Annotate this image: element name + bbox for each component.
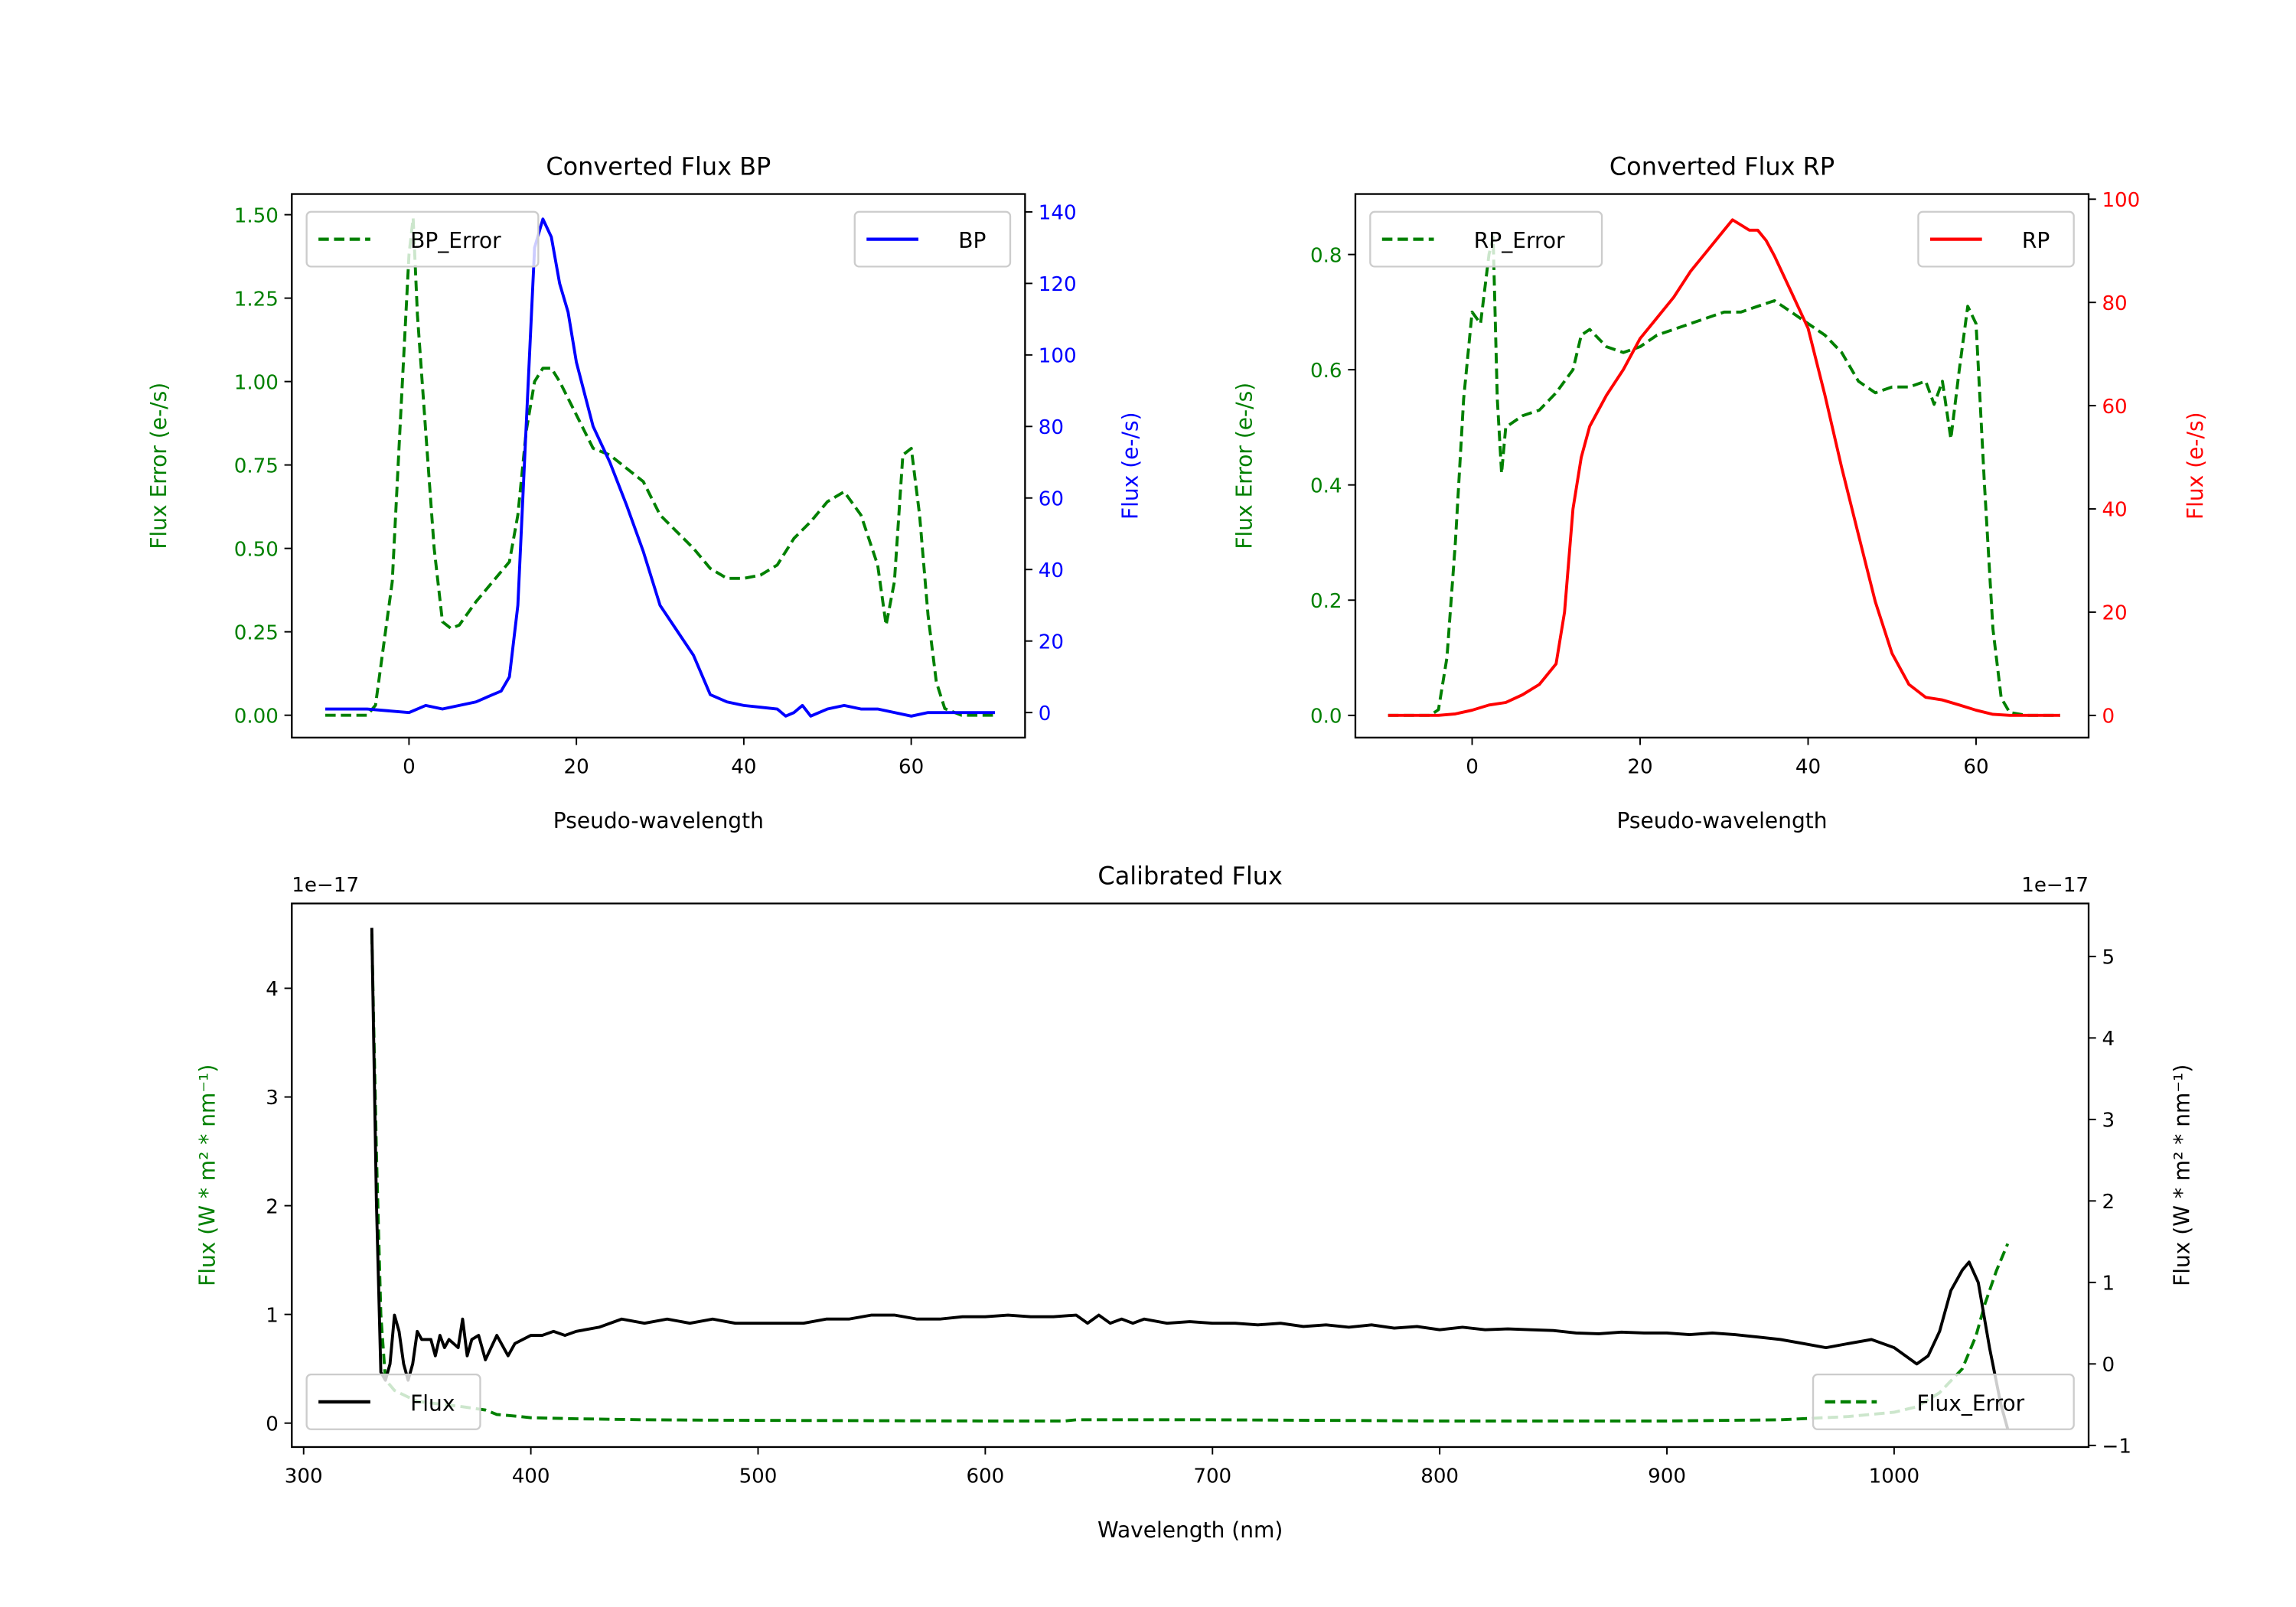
series-line-bp — [325, 217, 996, 718]
x-tick-label: 20 — [1627, 755, 1652, 778]
legend-label: RP — [2022, 228, 2050, 253]
y-right-tick-label: 1 — [2102, 1273, 2115, 1296]
x-tick-label: 0 — [1466, 755, 1479, 778]
y-right-tick-label: 0 — [1039, 702, 1052, 725]
y-left-tick-label: 0.00 — [234, 705, 279, 728]
y-left-axis-label: Flux Error (e-/s) — [1231, 383, 1257, 549]
y-right-tick-label: 140 — [1039, 202, 1077, 225]
legend-box — [853, 210, 1012, 268]
axes-frame — [291, 193, 1026, 739]
y-left-axis-label: Flux (W * m² * nm⁻¹) — [195, 1064, 220, 1286]
y-right-tick-label: 5 — [2102, 947, 2115, 970]
x-tick-label: 1000 — [1869, 1465, 1919, 1488]
axes-frame — [291, 902, 2090, 1449]
y-left-tick-label: 0.0 — [1310, 705, 1342, 728]
y-left-tick-label: 4 — [266, 978, 279, 1001]
x-tick-label: 800 — [1420, 1465, 1459, 1488]
x-tick-label: 400 — [512, 1465, 550, 1488]
y-left-tick-label: 0.2 — [1310, 590, 1342, 613]
legend-rp-error: RP_Error — [1369, 210, 1603, 268]
y-right-tick-label: 0 — [2102, 1354, 2115, 1377]
x-tick-label: 900 — [1648, 1465, 1686, 1488]
y-right-offset-text: 1e−17 — [2021, 874, 2089, 897]
y-right-tick-label: 2 — [2102, 1191, 2115, 1214]
x-axis-label: Pseudo-wavelength — [1616, 808, 1827, 833]
axes-frame — [1354, 193, 2090, 739]
y-right-axis-label: Flux (e-/s) — [2183, 412, 2208, 520]
x-tick-label: 0 — [403, 755, 416, 778]
x-tick-label: 60 — [1963, 755, 1988, 778]
x-tick-label: 60 — [899, 755, 924, 778]
legend-box — [1369, 210, 1603, 268]
y-left-tick-label: 1.00 — [234, 371, 279, 394]
y-right-axis-label: Flux (W * m² * nm⁻¹) — [2170, 1064, 2195, 1286]
y-left-tick-label: 0.8 — [1310, 244, 1342, 267]
chart-title: Converted Flux BP — [546, 152, 771, 181]
y-right-tick-label: 120 — [1039, 273, 1077, 296]
legend-bp: BP — [853, 210, 1012, 268]
legend-label: BP — [958, 228, 986, 253]
y-right-tick-label: 20 — [2102, 602, 2127, 625]
y-right-tick-label: 20 — [1039, 631, 1064, 654]
chart-panel-3: 300 400 500 600 700 800 900 1000 0 1 2 3 4 −1 0 1 2 3 4 5 Ca… — [195, 861, 2195, 1543]
y-left-tick-label: 0.50 — [234, 538, 279, 561]
legend-label: Flux_Error — [1917, 1391, 2025, 1416]
y-right-tick-label: 80 — [1039, 416, 1064, 439]
legend-box — [1812, 1373, 2075, 1430]
x-tick-label: 20 — [564, 755, 589, 778]
x-tick-label: 40 — [1795, 755, 1821, 778]
series-line-bp-error — [325, 216, 996, 717]
legend-label: RP_Error — [1474, 228, 1565, 253]
x-tick-label: 40 — [731, 755, 756, 778]
legend-flux-error: Flux_Error — [1812, 1373, 2075, 1430]
y-left-tick-label: 1.25 — [234, 288, 279, 311]
x-tick-label: 500 — [739, 1465, 778, 1488]
y-right-tick-label: 0 — [2102, 706, 2115, 729]
x-axis-label: Wavelength (nm) — [1097, 1517, 1283, 1543]
chart-panel-2: 0 20 40 60 0.0 0.2 0.4 0.6 0.8 0 20 40 60 80 100 Conver… — [1231, 152, 2208, 833]
y-left-tick-label: 0.6 — [1310, 360, 1342, 383]
y-right-axis-label: Flux (e-/s) — [1117, 412, 1143, 520]
legend-flux: Flux — [305, 1373, 481, 1430]
y-right-tick-label: 60 — [1039, 487, 1064, 510]
y-left-tick-label: 0 — [266, 1413, 279, 1436]
legend-box — [305, 210, 540, 268]
y-right-tick-label: 40 — [1039, 559, 1064, 582]
y-right-tick-label: 60 — [2102, 396, 2127, 419]
y-right-tick-label: 40 — [2102, 499, 2127, 522]
x-tick-label: 600 — [966, 1465, 1004, 1488]
series-line-rp-error — [1388, 236, 2060, 717]
legend-box — [1917, 210, 2075, 268]
series-line-flux-error — [370, 934, 2010, 1423]
legend-bp-error: BP_Error — [305, 210, 540, 268]
y-right-tick-label: 100 — [2102, 189, 2140, 212]
chart-title: Calibrated Flux — [1097, 861, 1282, 890]
legend-box — [305, 1373, 481, 1430]
y-left-tick-label: 1.50 — [234, 204, 279, 227]
x-tick-label: 300 — [285, 1465, 323, 1488]
y-left-tick-label: 0.75 — [234, 455, 279, 478]
chart-title: Converted Flux RP — [1609, 152, 1835, 181]
y-left-offset-text: 1e−17 — [292, 874, 359, 897]
series-line-rp — [1388, 218, 2060, 717]
legend-label: Flux — [410, 1391, 455, 1416]
series-line-flux — [370, 927, 2010, 1430]
y-right-tick-label: 4 — [2102, 1028, 2115, 1051]
y-right-tick-label: 100 — [1039, 345, 1077, 368]
y-left-tick-label: 0.4 — [1310, 474, 1342, 497]
y-left-axis-label: Flux Error (e-/s) — [146, 383, 171, 549]
y-left-tick-label: 1 — [266, 1304, 279, 1327]
y-left-tick-label: 3 — [266, 1087, 279, 1110]
y-right-tick-label: −1 — [2102, 1436, 2131, 1459]
x-axis-label: Pseudo-wavelength — [553, 808, 764, 833]
y-left-tick-label: 0.25 — [234, 621, 279, 644]
legend-rp: RP — [1917, 210, 2075, 268]
chart-panel-1: 0 20 40 60 0.00 0.25 0.50 0.75 1.00 1.25 1.50 0 20 40… — [146, 152, 1143, 833]
y-left-tick-label: 2 — [266, 1195, 279, 1218]
y-right-tick-label: 3 — [2102, 1110, 2115, 1133]
legend-label: BP_Error — [410, 228, 501, 253]
y-right-tick-label: 80 — [2102, 292, 2127, 315]
x-tick-label: 700 — [1193, 1465, 1231, 1488]
